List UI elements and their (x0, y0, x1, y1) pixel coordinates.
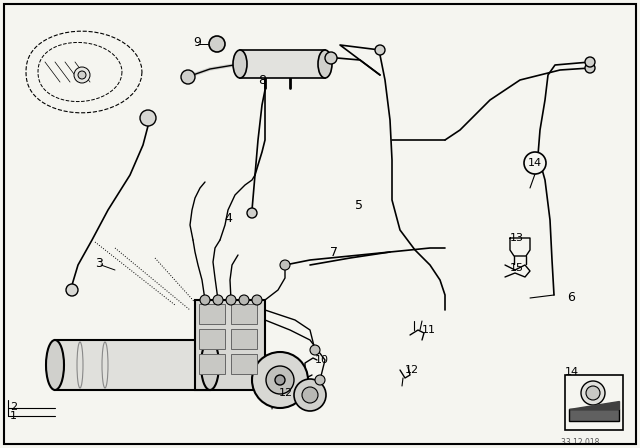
Text: 7: 7 (330, 246, 338, 258)
Circle shape (275, 375, 285, 385)
Text: 14: 14 (565, 367, 579, 377)
Bar (240, 50, 325, 78)
Text: 2: 2 (10, 402, 17, 412)
Bar (199, 304, 225, 324)
Text: 4: 4 (224, 211, 232, 224)
Circle shape (239, 295, 249, 305)
Circle shape (200, 295, 210, 305)
Text: 1: 1 (10, 411, 17, 421)
Text: 9: 9 (193, 35, 201, 48)
Circle shape (302, 387, 318, 403)
Ellipse shape (233, 50, 247, 78)
Bar (199, 354, 225, 374)
Text: 12: 12 (279, 388, 293, 398)
Circle shape (209, 36, 225, 52)
Ellipse shape (201, 340, 219, 390)
Circle shape (74, 67, 90, 83)
Circle shape (140, 110, 156, 126)
Circle shape (266, 366, 294, 394)
Ellipse shape (318, 50, 332, 78)
Circle shape (247, 208, 257, 218)
Circle shape (585, 63, 595, 73)
Text: 33 12 018: 33 12 018 (561, 438, 599, 447)
Circle shape (586, 386, 600, 400)
Circle shape (226, 295, 236, 305)
Circle shape (213, 295, 223, 305)
Bar (55, 340, 210, 390)
Text: 5: 5 (355, 198, 363, 211)
Text: 12: 12 (405, 365, 419, 375)
Bar (231, 354, 257, 374)
Text: 6: 6 (567, 290, 575, 303)
Circle shape (66, 284, 78, 296)
Bar (199, 329, 225, 349)
Text: 13: 13 (510, 233, 524, 243)
Circle shape (252, 352, 308, 408)
Circle shape (280, 260, 290, 270)
Circle shape (581, 381, 605, 405)
Circle shape (310, 345, 320, 355)
Polygon shape (569, 401, 619, 409)
Bar (195, 300, 265, 390)
Text: 15: 15 (510, 263, 524, 273)
Circle shape (294, 379, 326, 411)
Circle shape (252, 295, 262, 305)
Circle shape (315, 375, 325, 385)
Circle shape (375, 45, 385, 55)
Circle shape (585, 57, 595, 67)
Text: 14: 14 (528, 158, 542, 168)
Circle shape (181, 70, 195, 84)
Circle shape (524, 152, 546, 174)
Text: 8: 8 (258, 73, 266, 86)
Text: 10: 10 (315, 355, 329, 365)
Text: 11: 11 (422, 325, 436, 335)
Circle shape (78, 71, 86, 79)
Circle shape (325, 52, 337, 64)
Bar (231, 304, 257, 324)
Bar (569, 409, 619, 421)
Text: 3: 3 (95, 257, 103, 270)
Ellipse shape (46, 340, 64, 390)
Bar (565, 375, 623, 430)
Bar (231, 329, 257, 349)
